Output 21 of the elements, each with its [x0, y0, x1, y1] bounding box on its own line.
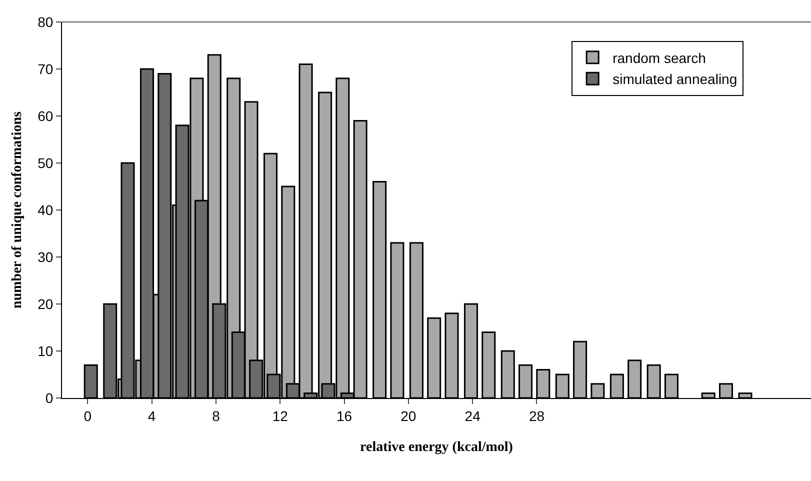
x-tick-label: 4 — [148, 408, 156, 424]
y-tick-label: 70 — [38, 60, 54, 77]
y-tick-label: 20 — [38, 296, 54, 312]
y-tick-label: 60 — [38, 108, 54, 124]
y-tick-label: 0 — [45, 390, 54, 406]
y-tick-label: 30 — [38, 248, 54, 265]
y-tick-label: 50 — [38, 154, 54, 171]
y-tick-label: 80 — [38, 14, 54, 30]
x-tick-label: 24 — [464, 408, 481, 424]
y-tick-label: 10 — [38, 342, 54, 359]
x-axis-title: relative energy (kcal/mol) — [360, 440, 514, 456]
y-axis-title: number of unique conformations — [10, 110, 26, 308]
x-tick-label: 16 — [336, 408, 352, 424]
x-tick-label: 12 — [272, 408, 288, 424]
x-tick-label: 28 — [528, 408, 545, 424]
x-tick-label: 8 — [212, 408, 220, 424]
x-tick-label: 20 — [400, 408, 416, 424]
x-tick-label: 0 — [84, 408, 92, 424]
legend-label: simulated annealing — [612, 71, 738, 88]
y-tick-label: 40 — [38, 202, 54, 218]
legend-label: random search — [612, 50, 706, 66]
